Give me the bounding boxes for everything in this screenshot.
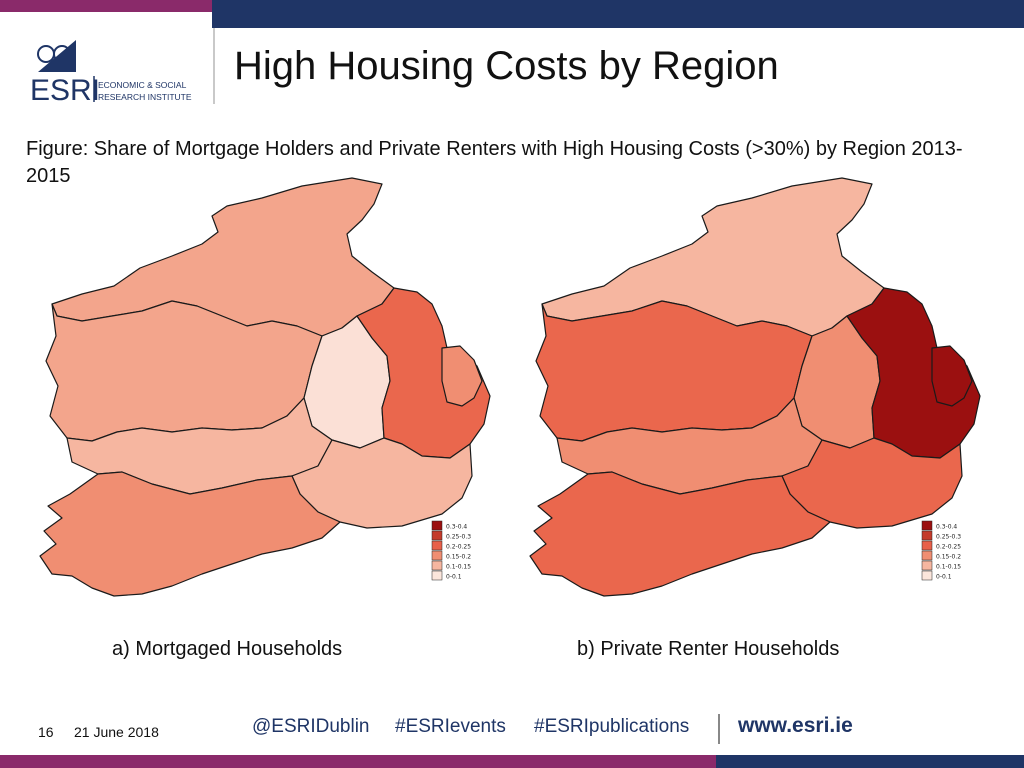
legend-label: 0.1-0.15 [936, 564, 961, 571]
legend-swatch [431, 550, 443, 561]
region-dublin [931, 345, 973, 407]
legend-label: 0.1-0.15 [446, 564, 471, 571]
legend-label: 0.15-0.2 [446, 554, 471, 561]
logo-mark-icon [37, 40, 76, 72]
footer-website-link[interactable]: www.esri.ie [738, 714, 853, 737]
legend-label: 0.3-0.4 [446, 524, 467, 531]
legend-label: 0.25-0.3 [446, 534, 471, 541]
region-midlands-east [356, 287, 491, 459]
slide-date: 21 June 2018 [74, 724, 159, 740]
legend-swatch [921, 540, 933, 551]
region-dublin [441, 345, 483, 407]
slide-title: High Housing Costs by Region [234, 44, 779, 88]
legend-swatch [431, 560, 443, 571]
region-border [51, 177, 395, 337]
legend-label: 0.2-0.25 [446, 544, 471, 551]
region-south-west [39, 471, 341, 597]
legend-swatch [431, 530, 443, 541]
map-legend: 0.3-0.4 0.25-0.3 0.2-0.25 0.15-0.2 0.1-0… [431, 520, 471, 581]
header-divider [213, 28, 215, 104]
footer-hashtag-events: #ESRIevents [395, 716, 506, 737]
legend-label: 0.25-0.3 [936, 534, 961, 541]
top-accent-bar-navy [212, 0, 1024, 28]
legend-label: 0-0.1 [936, 574, 952, 581]
slide-number: 16 [38, 724, 54, 740]
legend-swatch [921, 530, 933, 541]
map-mortgaged-households: 0.3-0.4 0.25-0.3 0.2-0.25 0.15-0.2 0.1-0… [39, 177, 491, 597]
legend-swatch [431, 520, 443, 531]
legend-label: 0.2-0.25 [936, 544, 961, 551]
map-legend: 0.3-0.4 0.25-0.3 0.2-0.25 0.15-0.2 0.1-0… [921, 520, 961, 581]
logo-tagline-line2: RESEARCH INSTITUTE [98, 92, 192, 102]
footer-twitter-handle: @ESRIDublin [252, 716, 370, 737]
legend-swatch [921, 520, 933, 531]
legend-label: 0.3-0.4 [936, 524, 957, 531]
caption-mortgaged: a) Mortgaged Households [112, 638, 343, 660]
legend-swatch [431, 540, 443, 551]
legend-swatch [921, 570, 933, 581]
bottom-accent-bar-navy [716, 755, 1024, 768]
footer-divider [718, 714, 720, 744]
top-accent-bar-purple [0, 0, 212, 12]
esri-logo: ESRI ECONOMIC & SOCIAL RESEARCH INSTITUT… [30, 40, 192, 107]
legend-label: 0-0.1 [446, 574, 462, 581]
legend-swatch [431, 570, 443, 581]
region-border [541, 177, 885, 337]
caption-private-renter: b) Private Renter Households [577, 638, 840, 660]
bottom-accent-bar-purple [0, 755, 716, 768]
legend-swatch [921, 550, 933, 561]
legend-swatch [921, 560, 933, 571]
region-south-west [529, 471, 831, 597]
figure-subtitle: Figure: Share of Mortgage Holders and Pr… [26, 138, 963, 187]
logo-wordmark: ESRI [30, 74, 100, 107]
legend-label: 0.15-0.2 [936, 554, 961, 561]
region-mid-east [846, 287, 981, 459]
logo-tagline-line1: ECONOMIC & SOCIAL [98, 80, 187, 90]
footer-hashtag-publications: #ESRIpublications [534, 716, 690, 737]
map-private-renter-households: 0.3-0.4 0.25-0.3 0.2-0.25 0.15-0.2 0.1-0… [529, 177, 981, 597]
